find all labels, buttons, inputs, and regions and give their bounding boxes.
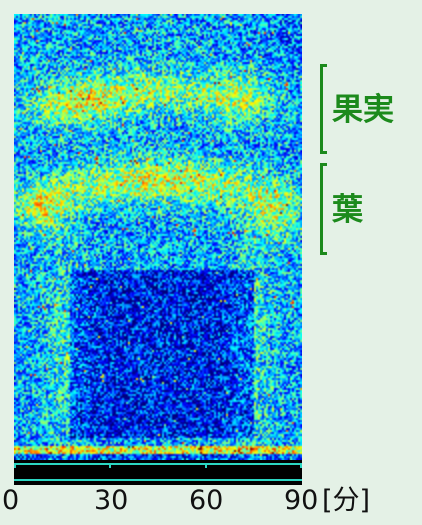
- time-axis-line-top: [14, 463, 302, 465]
- fruit-bracket: [320, 64, 327, 154]
- time-axis-line-bottom: [14, 479, 302, 481]
- fruit-label: 果実: [332, 92, 394, 128]
- time-tick-label-0: 0: [2, 485, 20, 516]
- time-tick-label-30: 30: [94, 485, 129, 516]
- time-axis-tick-0: [14, 463, 16, 468]
- time-axis-tick-60: [205, 463, 207, 468]
- heatmap-image: [14, 14, 302, 460]
- time-axis-tick-30: [109, 463, 111, 468]
- leaf-bracket: [320, 163, 327, 255]
- time-axis-tick-90: [300, 463, 302, 468]
- time-tick-label-60: 60: [189, 485, 224, 516]
- time-unit-label: [分]: [322, 485, 371, 516]
- time-axis-bar: [14, 460, 302, 485]
- leaf-label: 葉: [332, 192, 363, 228]
- time-tick-label-90: 90: [284, 485, 319, 516]
